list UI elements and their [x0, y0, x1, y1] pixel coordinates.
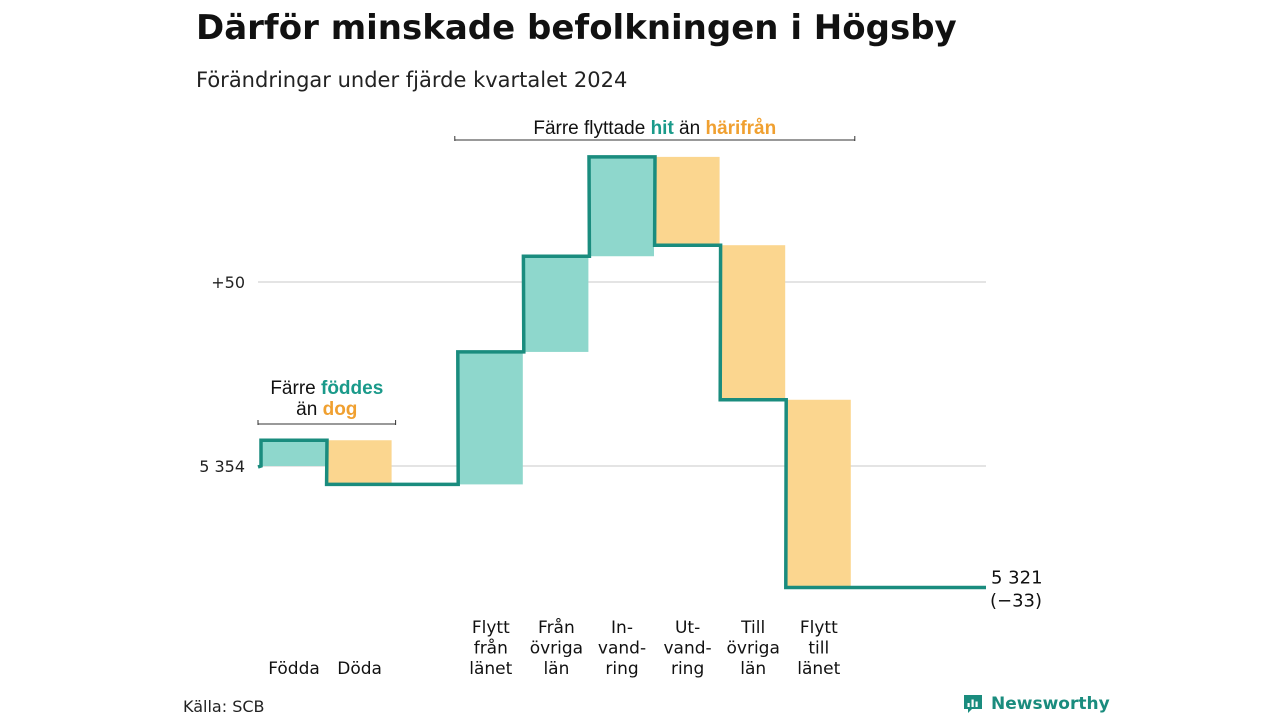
category-label: Döda — [337, 659, 382, 679]
waterfall-bar — [655, 156, 720, 246]
waterfall-bar — [327, 440, 392, 485]
category-label: Födda — [268, 659, 320, 679]
step-line-layer: 5 321(−33) — [257, 155, 1043, 611]
category-label: In-vand-ring — [598, 618, 646, 679]
category-label: Flytt från länet — [469, 618, 512, 679]
waterfall-bar — [262, 440, 326, 466]
waterfall-bar — [458, 351, 523, 485]
chart-title: Därför minskade befolkningen i Högsby — [196, 8, 957, 48]
brand-logo: Newsworthy — [962, 693, 1110, 715]
category-labels: Födda Döda Flytt från länet Från övriga län In-v… — [268, 617, 840, 679]
newsworthy-chart-bubble-icon — [964, 695, 982, 713]
brand-name: Newsworthy — [991, 694, 1110, 714]
y-tick-label: 5 354 — [199, 457, 245, 476]
annotation-text: än dog — [296, 399, 357, 420]
waterfall-bar — [786, 399, 851, 588]
category-label: Flytt till länet — [797, 618, 840, 679]
chart-subtitle: Förändringar under fjärde kvartalet 2024 — [196, 68, 628, 92]
annotation-text: Färre föddes — [270, 378, 383, 399]
end-change-label: (−33) — [990, 590, 1042, 611]
category-label: Ut-vand-ring — [664, 618, 712, 679]
waterfall-bar — [590, 156, 654, 257]
source-note: Källa: SCB — [183, 697, 265, 716]
step-line — [257, 155, 986, 590]
end-value-label: 5 321 — [991, 567, 1043, 588]
waterfall-bar — [524, 256, 589, 352]
annotation-text: Färre flyttade hit än härifrån — [533, 118, 776, 139]
waterfall-bar — [721, 245, 786, 400]
category-label: Till övriga län — [727, 618, 780, 679]
y-tick-label: +50 — [211, 273, 245, 292]
category-label: Från övriga län — [530, 617, 583, 679]
bars — [262, 156, 851, 588]
